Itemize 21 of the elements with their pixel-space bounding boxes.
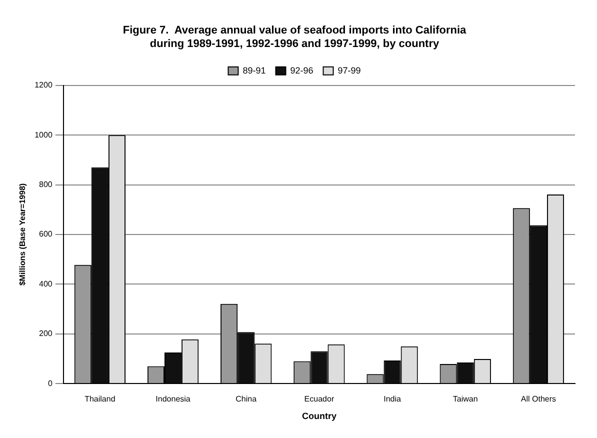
y-tick-label: 600: [39, 230, 53, 239]
x-tick-label: China: [236, 394, 258, 404]
x-tick-label: Thailand: [84, 394, 116, 404]
legend-label: 92-96: [290, 65, 314, 76]
y-tick-label: 1000: [34, 130, 53, 140]
y-tick-label: 0: [48, 378, 53, 388]
legend-label: 89-91: [242, 65, 266, 76]
x-tick-label: India: [384, 394, 402, 404]
x-tick-label: All Others: [520, 394, 556, 404]
x-tick-label: Taiwan: [452, 394, 478, 404]
y-axis-title: $Millions (Base Year=1998): [18, 182, 28, 286]
text: Figure 7. Average annual value of seafood imports into California: [122, 24, 466, 37]
x-axis-title: Country: [302, 411, 336, 422]
y-tick-label: 1200: [34, 80, 53, 90]
y-tick-label: 200: [39, 329, 53, 338]
text: during 1989-1991, 1992-1996 and 1997-1999, by country: [150, 38, 440, 50]
x-tick-label: Ecuador: [304, 394, 334, 404]
y-tick-label: 400: [39, 279, 53, 288]
legend-label: 97-99: [338, 65, 361, 76]
y-tick-label: 800: [39, 180, 53, 190]
x-tick-label: Indonesia: [156, 394, 191, 404]
